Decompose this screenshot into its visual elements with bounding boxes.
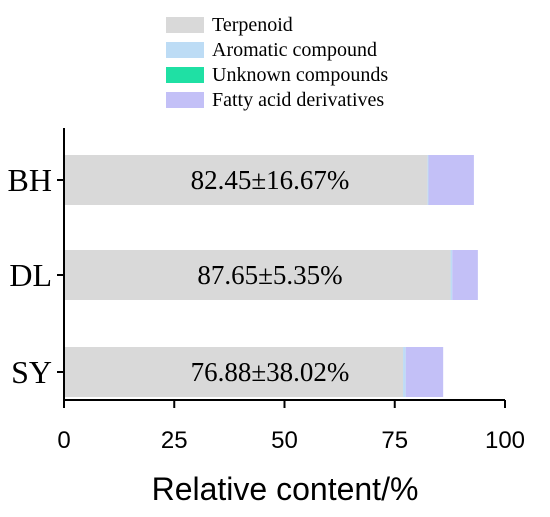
bars <box>64 155 478 397</box>
x-tick-label-3: 75 <box>381 427 408 454</box>
bar-label-2: 76.88±38.02% <box>191 357 350 387</box>
bar-sy-series-1 <box>403 347 406 397</box>
x-axis-label: Relative content/% <box>152 471 419 507</box>
x-ticks: 0 25 50 75 100 <box>57 400 525 454</box>
x-tick-label-2: 50 <box>271 427 298 454</box>
legend-label-2: Unknown compounds <box>212 64 388 86</box>
bar-label-0: 82.45±16.67% <box>191 165 350 195</box>
bar-dl-series-0 <box>64 250 451 300</box>
bar-bh-series-0 <box>64 155 428 205</box>
y-ticks: BH DL SY <box>8 162 64 390</box>
bar-dl-series-3 <box>452 250 478 300</box>
legend-label-1: Aromatic compound <box>212 39 377 61</box>
bar-bh-series-3 <box>428 155 474 205</box>
legend: Terpenoid Aromatic compound Unknown compou… <box>166 14 388 111</box>
y-tick-label-1: DL <box>9 257 52 293</box>
legend-swatch-2 <box>166 67 204 83</box>
legend-swatch-3 <box>166 92 204 108</box>
y-tick-label-0: BH <box>8 162 52 198</box>
legend-label-0: Terpenoid <box>212 14 293 36</box>
y-tick-label-2: SY <box>11 354 52 390</box>
bar-labels: 82.45±16.67% 87.65±5.35% 76.88±38.02% <box>191 165 350 387</box>
x-tick-label-0: 0 <box>57 427 70 454</box>
x-tick-label-1: 25 <box>161 427 188 454</box>
bar-dl-series-1 <box>450 250 453 300</box>
legend-swatch-0 <box>166 17 204 33</box>
bar-bh-series-1 <box>427 155 429 205</box>
legend-swatch-1 <box>166 42 204 58</box>
legend-label-3: Fatty acid derivatives <box>212 89 384 111</box>
x-tick-label-4: 100 <box>485 427 525 454</box>
bar-sy-series-3 <box>405 347 444 397</box>
bar-sy-series-0 <box>64 347 404 397</box>
bar-label-1: 87.65±5.35% <box>197 260 342 290</box>
